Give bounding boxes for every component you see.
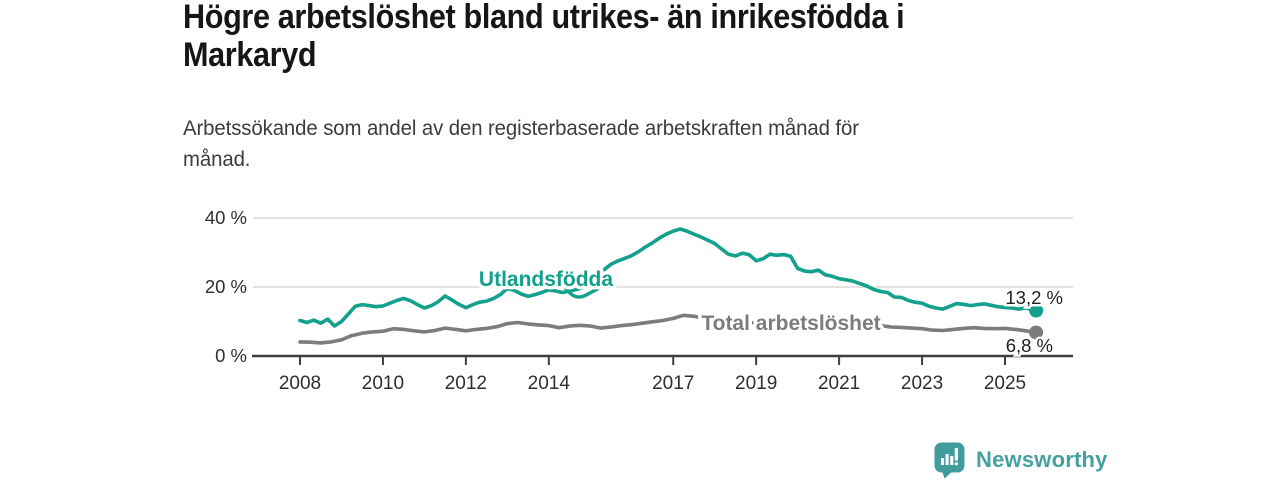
x-axis-label: 2025: [984, 373, 1026, 394]
newsworthy-wordmark: Newsworthy: [976, 447, 1108, 472]
y-axis-label: 40 %: [205, 207, 247, 228]
x-axis-label: 2019: [735, 373, 777, 394]
y-axis-label: 0 %: [215, 345, 247, 366]
x-axis-label: 2021: [818, 373, 860, 394]
x-axis-label: 2023: [901, 373, 943, 394]
x-axis-label: 2010: [362, 373, 404, 394]
newsworthy-speech-bubble-icon: [934, 442, 965, 479]
x-axis-label: 2014: [528, 373, 571, 394]
series-end-value-utlandsfodda: 13,2 %: [1005, 287, 1063, 308]
title-line-2: Markaryd: [183, 36, 317, 74]
series-end-dot-utlandsfodda: [1029, 303, 1044, 318]
x-axis-label: 2017: [652, 373, 694, 394]
series-end-dot-total-arbetsloshet: [1029, 325, 1044, 340]
label-pointer-swoosh: [562, 282, 609, 299]
title-line-1: Högre arbetslöshet bland utrikes- än inr…: [183, 0, 905, 36]
series-line-total-arbetsloshet: [298, 313, 1038, 345]
chart-title: Högre arbetslöshet bland utrikes- än inr…: [183, 0, 905, 74]
y-axis-label: 20 %: [205, 276, 247, 297]
series-label-total-arbetsloshet: Total arbetslöshet: [701, 312, 880, 335]
series-label-utlandsfodda: Utlandsfödda: [479, 268, 613, 291]
series-line-utlandsfodda: [298, 227, 1038, 328]
newsworthy-logo: Newsworthy: [933, 441, 1108, 479]
subtitle-line-1: Arbetssökande som andel av den registerb…: [183, 117, 859, 140]
x-axis-label: 2008: [279, 373, 321, 394]
subtitle-line-2: månad.: [183, 148, 251, 171]
x-axis-label: 2012: [445, 373, 487, 394]
chart-subtitle: Arbetssökande som andel av den registerb…: [183, 113, 859, 175]
series-end-value-total-arbetsloshet: 6,8 %: [1006, 335, 1053, 356]
